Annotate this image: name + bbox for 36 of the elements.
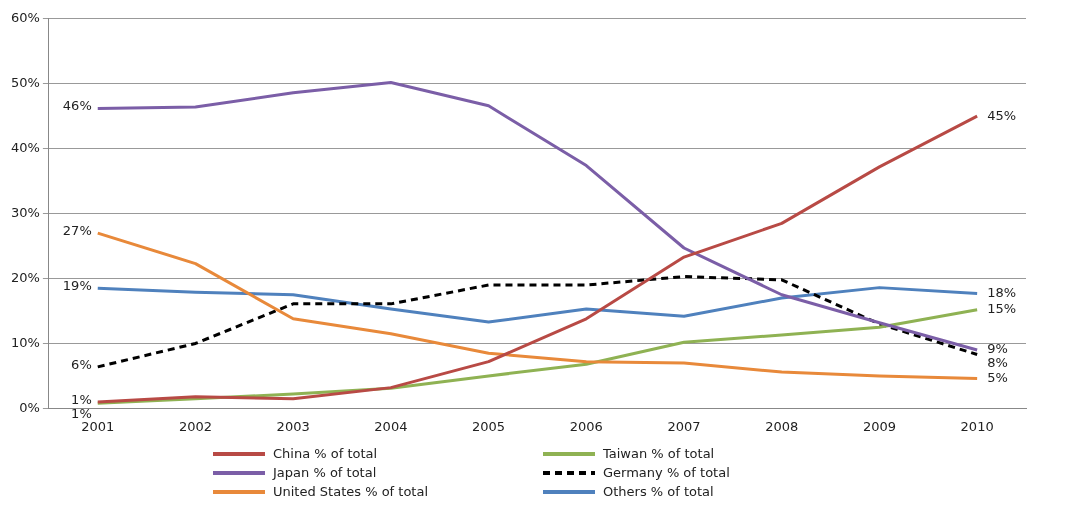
y-tick-label: 10% <box>10 334 40 350</box>
y-tick-label: 30% <box>10 204 40 220</box>
data-label: 46% <box>62 98 92 114</box>
y-tick-label: 40% <box>10 140 40 156</box>
x-tick-label: 2001 <box>81 418 115 434</box>
x-tick-label: 2005 <box>472 418 506 434</box>
data-label: 1% <box>71 391 92 407</box>
x-tick-label: 2010 <box>960 418 994 434</box>
legend-label: United States % of total <box>273 484 429 499</box>
y-tick-label: 0% <box>19 399 40 415</box>
data-label: 9% <box>987 341 1008 357</box>
x-tick-label: 2008 <box>765 418 799 434</box>
data-label: 27% <box>62 222 92 238</box>
legend-label: Taiwan % of total <box>603 446 715 461</box>
x-tick-label: 2006 <box>569 418 603 434</box>
x-tick-label: 2003 <box>276 418 310 434</box>
y-tick-label: 20% <box>10 269 40 285</box>
data-label: 18% <box>987 284 1017 300</box>
data-label: 1% <box>71 405 92 421</box>
line-series <box>96 275 979 369</box>
x-tick-label: 2009 <box>862 418 896 434</box>
y-tick-label: 60% <box>10 10 40 26</box>
x-tick-label: 2007 <box>667 418 701 434</box>
y-tick-label: 50% <box>10 75 40 91</box>
data-label: 5% <box>987 369 1008 385</box>
data-label: 15% <box>987 301 1017 317</box>
x-tick-label: 2004 <box>374 418 408 434</box>
legend-label: Germany % of total <box>603 465 730 480</box>
data-label: 6% <box>71 356 92 372</box>
legend-label: Others % of total <box>603 484 714 499</box>
legend-label: China % of total <box>273 446 378 461</box>
data-label: 19% <box>62 278 92 294</box>
x-tick-label: 2002 <box>178 418 213 434</box>
data-label: 8% <box>987 355 1008 371</box>
legend-label: Japan % of total <box>273 465 377 480</box>
data-label: 45% <box>987 107 1017 123</box>
